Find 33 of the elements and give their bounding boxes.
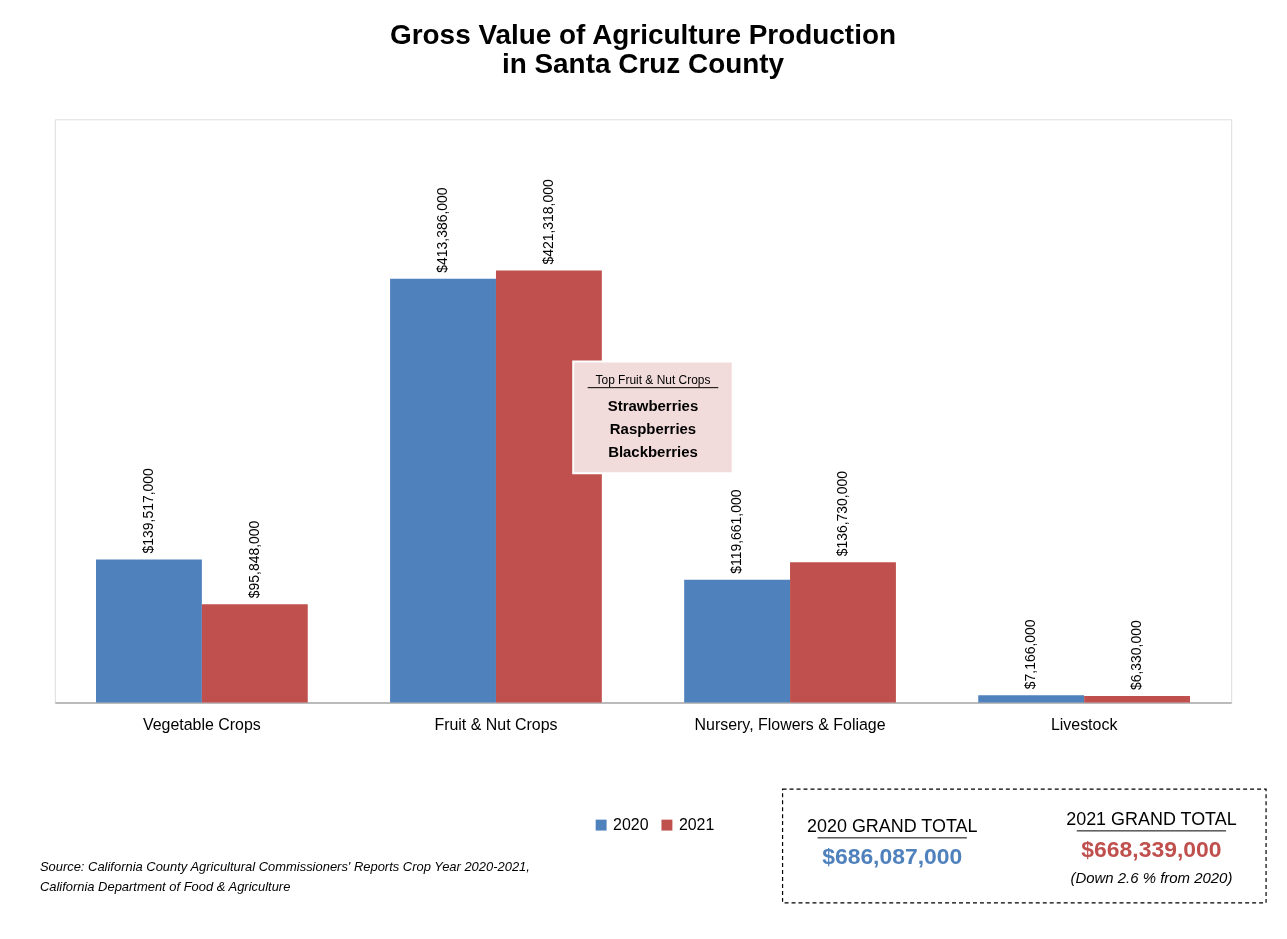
bar — [1084, 696, 1190, 703]
annotation: Blackberries — [608, 443, 698, 461]
data-label: $7,166,000 — [1022, 619, 1039, 690]
annotation: Top Fruit & Nut Crops — [595, 373, 711, 388]
bar — [390, 278, 496, 703]
text: (Down 2.6 % from 2020) — [1070, 868, 1233, 886]
text: California Department of Food & Agriculture — [39, 878, 291, 894]
bar — [978, 695, 1085, 703]
bar — [684, 579, 791, 703]
text: 2020 GRAND TOTAL — [806, 816, 978, 837]
x-tick-label: Vegetable Crops — [142, 715, 261, 733]
data-label: $95,848,000 — [245, 520, 262, 599]
source-note: Source: California County Agricultural Commissioners' Reports Crop Year 2020-2021, — [39, 858, 530, 874]
legend-label: 2021 — [678, 816, 715, 834]
text: Gross Value of Agriculture Production — [389, 18, 897, 50]
annotation: Strawberries — [607, 397, 699, 415]
x-tick-label: Livestock — [1050, 715, 1118, 733]
data-label: $136,730,000 — [833, 470, 850, 557]
text: 2021 GRAND TOTAL — [1066, 809, 1237, 830]
annotation: Raspberries — [609, 420, 697, 438]
data-label: $6,330,000 — [1128, 620, 1145, 691]
data-label: $413,386,000 — [434, 187, 451, 273]
bar — [790, 562, 896, 703]
data-label: $119,661,000 — [728, 489, 745, 574]
legend-label: 2020 — [613, 816, 649, 834]
data-label: $139,517,000 — [139, 467, 156, 554]
data-label: $421,318,000 — [539, 179, 556, 265]
text: $686,087,000 — [822, 842, 963, 869]
x-tick-label: Fruit & Nut Crops — [434, 715, 558, 733]
bar — [96, 559, 202, 703]
bar — [201, 604, 308, 703]
x-tick-label: Nursery, Flowers & Foliage — [694, 715, 886, 733]
text: $668,339,000 — [1081, 836, 1222, 863]
